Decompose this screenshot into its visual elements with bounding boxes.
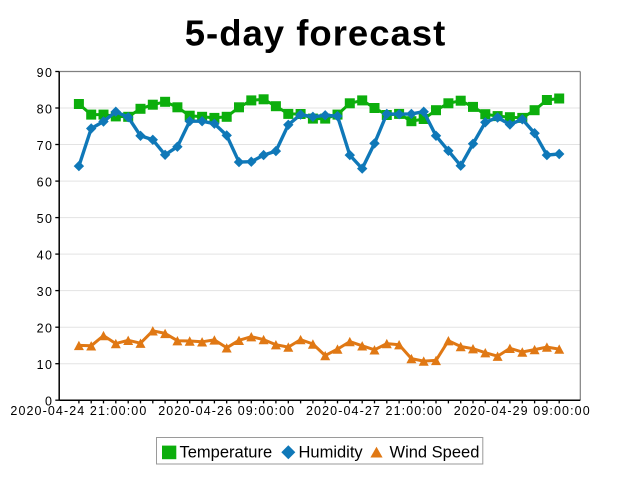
svg-text:Wind Speed: Wind Speed — [390, 444, 480, 462]
svg-text:60: 60 — [37, 176, 54, 190]
svg-text:2020-04-24 21:00:00: 2020-04-24 21:00:00 — [10, 404, 147, 418]
svg-text:20: 20 — [37, 322, 54, 336]
svg-text:90: 90 — [37, 66, 54, 80]
svg-text:5-day forecast: 5-day forecast — [185, 13, 447, 54]
svg-text:50: 50 — [37, 212, 54, 226]
svg-text:2020-04-29 09:00:00: 2020-04-29 09:00:00 — [454, 404, 591, 418]
svg-text:10: 10 — [37, 358, 54, 372]
svg-text:80: 80 — [37, 102, 54, 116]
svg-text:2020-04-26 09:00:00: 2020-04-26 09:00:00 — [158, 404, 295, 418]
svg-text:40: 40 — [37, 249, 54, 263]
svg-text:70: 70 — [37, 139, 54, 153]
svg-text:0: 0 — [45, 395, 53, 409]
svg-text:30: 30 — [37, 285, 54, 299]
svg-text:2020-04-27 21:00:00: 2020-04-27 21:00:00 — [306, 404, 443, 418]
svg-text:Temperature: Temperature — [180, 444, 273, 462]
svg-text:Humidity: Humidity — [299, 444, 364, 462]
